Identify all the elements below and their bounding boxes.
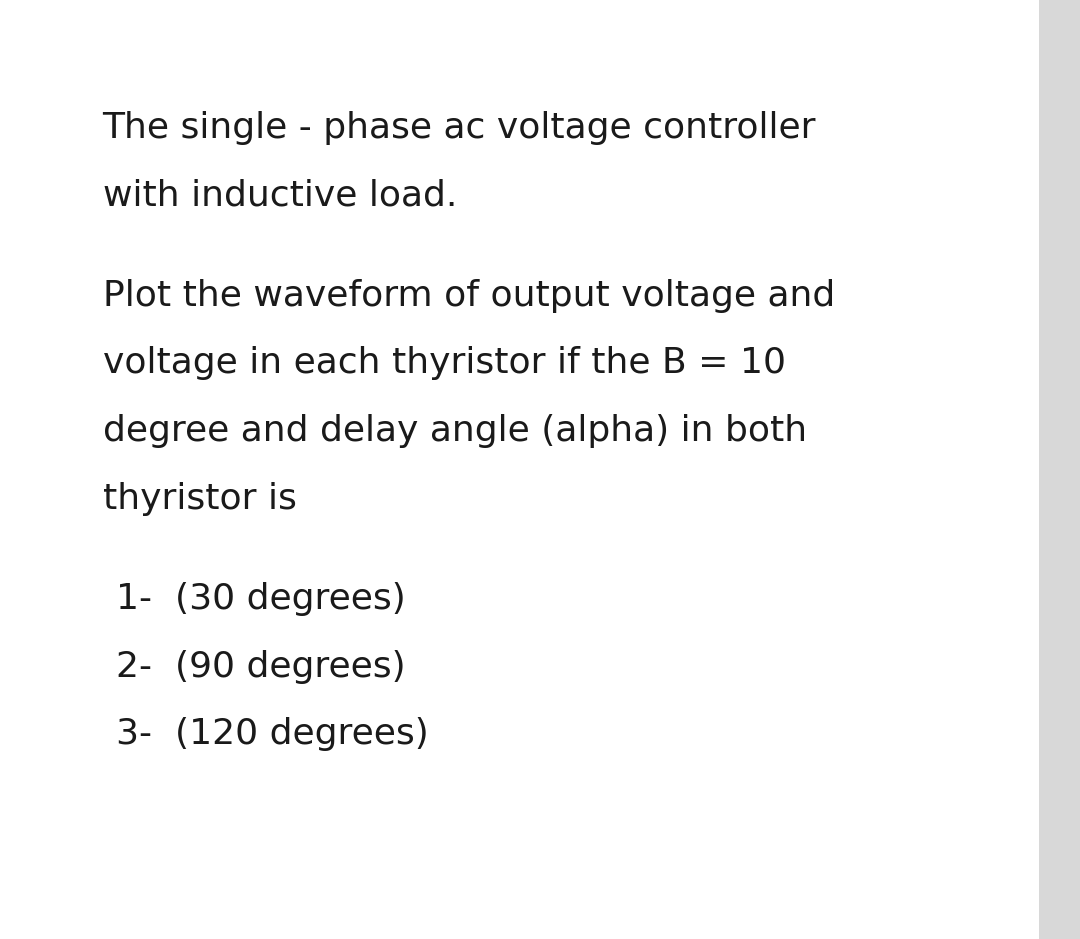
Text: 2-  (90 degrees): 2- (90 degrees)	[116, 650, 405, 684]
Text: with inductive load.: with inductive load.	[103, 178, 457, 212]
Text: Plot the waveform of output voltage and: Plot the waveform of output voltage and	[103, 279, 835, 313]
Text: degree and delay angle (alpha) in both: degree and delay angle (alpha) in both	[103, 414, 807, 448]
Text: The single - phase ac voltage controller: The single - phase ac voltage controller	[103, 111, 816, 145]
Text: 1-  (30 degrees): 1- (30 degrees)	[116, 582, 405, 616]
Text: 3-  (120 degrees): 3- (120 degrees)	[116, 717, 429, 751]
Text: thyristor is: thyristor is	[103, 482, 297, 516]
Text: voltage in each thyristor if the B = 10: voltage in each thyristor if the B = 10	[103, 346, 785, 380]
